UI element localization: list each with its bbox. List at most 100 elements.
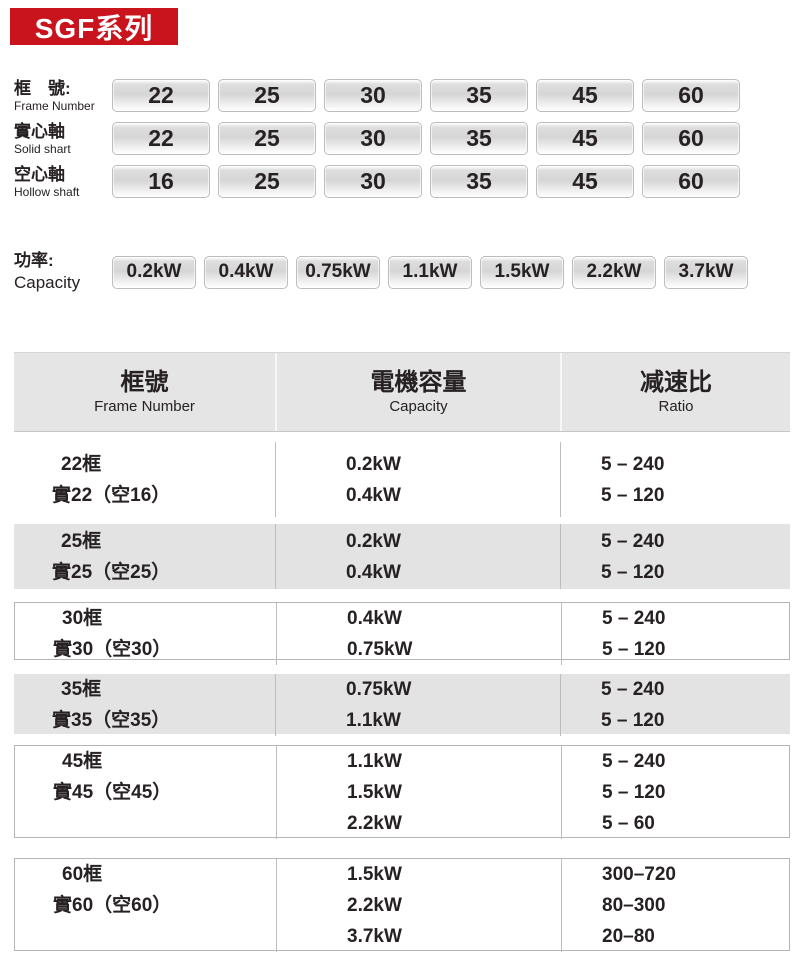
capacity-label-en: Capacity: [14, 273, 81, 292]
capacity-options: 0.2kW 0.4kW 0.75kW 1.1kW 1.5kW 2.2kW 3.7…: [112, 255, 748, 289]
hollow-shaft-option-30[interactable]: 30: [324, 165, 422, 198]
spec-row-60: 60框 實60（空60） 1.5kW 2.2kW 3.7kW 300–720 8…: [14, 858, 791, 952]
spec-row-22: 22框 實22（空16） 0.2kW 0.4kW 5 – 240 5 – 120: [14, 442, 790, 517]
capacity-label-zh: 功率:: [14, 251, 54, 270]
solid-shaft-option-30[interactable]: 30: [324, 122, 422, 155]
capacity-cell: 0.4kW 0.75kW: [276, 603, 561, 665]
hollow-shaft-label: 空心軸 Hollow shaft: [14, 164, 112, 199]
capacity-option-0.2kw[interactable]: 0.2kW: [112, 255, 196, 289]
ratio-value: 5 – 120: [602, 639, 666, 660]
capacity-label: 功率: Capacity: [14, 250, 112, 294]
capacity-value: 1.5kW: [347, 782, 402, 803]
ratio-value: 5 – 120: [602, 782, 666, 803]
solid-shaft-option-45[interactable]: 45: [536, 122, 634, 155]
shaft-label: 實30（空30）: [53, 639, 172, 660]
frame-number-label-en: Frame Number: [14, 99, 95, 113]
capacity-value: 0.4kW: [346, 484, 401, 506]
series-title: SGF系列: [34, 12, 154, 44]
spec-row-30: 30框 實30（空30） 0.4kW 0.75kW 5 – 240 5 – 12…: [14, 602, 790, 665]
hollow-shaft-option-60[interactable]: 60: [642, 165, 740, 198]
capacity-value: 0.75kW: [347, 639, 413, 660]
ratio-cell: 5 – 240 5 – 120: [560, 524, 790, 589]
ratio-value: 20–80: [602, 926, 655, 947]
frame-label: 35框: [61, 679, 102, 700]
shaft-label: 實60（空60）: [53, 895, 172, 916]
frame-number-option-30[interactable]: 30: [324, 79, 422, 112]
capacity-value: 0.2kW: [346, 453, 401, 475]
frame-cell: 25框 實25（空25）: [14, 524, 275, 589]
capacity-value: 0.2kW: [346, 530, 401, 552]
frame-cell: 35框 實35（空35）: [14, 674, 275, 736]
frame-label: 25框: [61, 530, 102, 552]
header-frame-number: 框號 Frame Number: [14, 353, 275, 431]
solid-shaft-option-35[interactable]: 35: [430, 122, 528, 155]
frame-number-option-60[interactable]: 60: [642, 79, 740, 112]
frame-label: 45框: [62, 751, 103, 772]
capacity-cell: 0.75kW 1.1kW: [275, 674, 560, 736]
frame-label: 22框: [61, 453, 102, 475]
shaft-label: 實22（空16）: [52, 484, 171, 506]
capacity-option-2.2kw[interactable]: 2.2kW: [572, 255, 656, 289]
capacity-value: 3.7kW: [347, 926, 402, 947]
capacity-option-3.7kw[interactable]: 3.7kW: [664, 255, 748, 289]
ratio-value: 5 – 120: [601, 561, 665, 583]
solid-shaft-option-25[interactable]: 25: [218, 122, 316, 155]
hollow-shaft-options: 16 25 30 35 45 60: [112, 165, 740, 198]
header-frame-number-en: Frame Number: [94, 397, 195, 415]
shaft-label: 實25（空25）: [52, 561, 171, 583]
ratio-cell: 5 – 240 5 – 120 5 – 60: [561, 746, 791, 839]
capacity-value: 1.5kW: [347, 864, 402, 885]
frame-cell: 22框 實22（空16）: [14, 442, 275, 517]
ratio-value: 5 – 240: [601, 453, 665, 475]
ratio-value: 300–720: [602, 864, 676, 885]
solid-shaft-options: 22 25 30 35 45 60: [112, 122, 740, 155]
frame-number-option-22[interactable]: 22: [112, 79, 210, 112]
capacity-cell: 0.2kW 0.4kW: [275, 524, 560, 589]
capacity-value: 2.2kW: [347, 813, 402, 834]
header-frame-number-zh: 框號: [120, 368, 169, 396]
hollow-shaft-label-zh: 空心軸: [14, 165, 65, 184]
capacity-cell: 0.2kW 0.4kW: [275, 442, 560, 517]
ratio-value: 5 – 120: [601, 710, 665, 731]
header-ratio-zh: 减速比: [640, 368, 712, 396]
frame-number-option-25[interactable]: 25: [218, 79, 316, 112]
capacity-row: 功率: Capacity 0.2kW 0.4kW 0.75kW 1.1kW 1.…: [14, 250, 748, 294]
header-ratio-en: Ratio: [658, 397, 694, 415]
solid-shaft-option-22[interactable]: 22: [112, 122, 210, 155]
spec-row-25: 25框 實25（空25） 0.2kW 0.4kW 5 – 240 5 – 120: [14, 524, 790, 589]
hollow-shaft-label-en: Hollow shaft: [14, 185, 80, 199]
hollow-shaft-row: 空心軸 Hollow shaft 16 25 30 35 45 60: [14, 164, 740, 199]
ratio-value: 5 – 60: [602, 813, 655, 834]
frame-number-option-45[interactable]: 45: [536, 79, 634, 112]
capacity-option-0.75kw[interactable]: 0.75kW: [296, 255, 380, 289]
hollow-shaft-option-45[interactable]: 45: [536, 165, 634, 198]
header-ratio: 减速比 Ratio: [560, 353, 790, 431]
frame-number-option-35[interactable]: 35: [430, 79, 528, 112]
hollow-shaft-option-35[interactable]: 35: [430, 165, 528, 198]
solid-shaft-option-60[interactable]: 60: [642, 122, 740, 155]
spec-row-35: 35框 實35（空35） 0.75kW 1.1kW 5 – 240 5 – 12…: [14, 674, 790, 736]
capacity-value: 1.1kW: [346, 710, 401, 731]
ratio-cell: 300–720 80–300 20–80: [561, 859, 791, 952]
spec-table-header: 框號 Frame Number 電機容量 Capacity 减速比 Ratio: [14, 352, 790, 432]
header-capacity: 電機容量 Capacity: [275, 353, 560, 431]
capacity-option-0.4kw[interactable]: 0.4kW: [204, 255, 288, 289]
shaft-label: 實45（空45）: [53, 782, 172, 803]
frame-cell: 45框 實45（空45）: [15, 746, 276, 839]
capacity-option-1.1kw[interactable]: 1.1kW: [388, 255, 472, 289]
ratio-cell: 5 – 240 5 – 120: [560, 442, 790, 517]
solid-shaft-label-en: Solid shart: [14, 142, 71, 156]
frame-number-row: 框 號: Frame Number 22 25 30 35 45 60: [14, 78, 740, 113]
spec-row-45: 45框 實45（空45） 1.1kW 1.5kW 2.2kW 5 – 240 5…: [14, 745, 791, 839]
hollow-shaft-option-25[interactable]: 25: [218, 165, 316, 198]
capacity-value: 0.75kW: [346, 679, 412, 700]
solid-shaft-row: 實心軸 Solid shart 22 25 30 35 45 60: [14, 121, 740, 156]
frame-label: 30框: [62, 608, 103, 629]
frame-cell: 30框 實30（空30）: [15, 603, 276, 665]
hollow-shaft-option-16[interactable]: 16: [112, 165, 210, 198]
ratio-value: 80–300: [602, 895, 666, 916]
capacity-option-1.5kw[interactable]: 1.5kW: [480, 255, 564, 289]
capacity-value: 0.4kW: [346, 561, 401, 583]
header-capacity-en: Capacity: [389, 397, 448, 415]
ratio-value: 5 – 240: [601, 679, 665, 700]
